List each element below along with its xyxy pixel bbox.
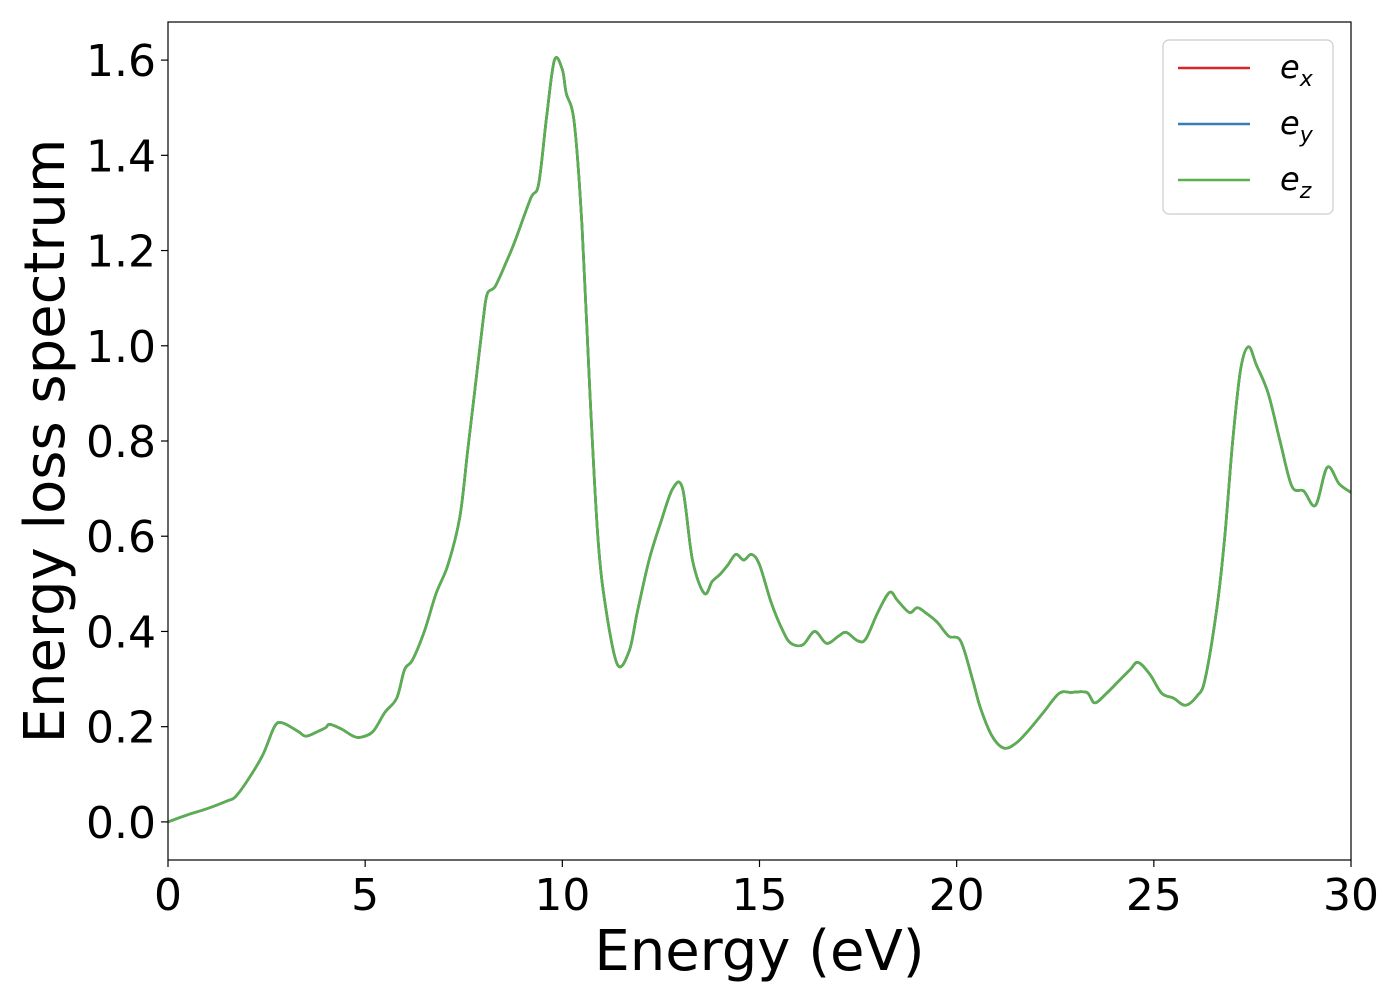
series-layer	[168, 56, 1351, 824]
legend-label-x: ex	[1280, 48, 1314, 92]
y-axis-label: Energy loss spectrum	[13, 139, 78, 744]
x-axis: 0 5 10 15 20 25 30	[154, 860, 1379, 921]
y-tick-label: 0.6	[86, 512, 156, 563]
y-tick-label: 1.6	[86, 36, 156, 87]
x-tick-label: 5	[351, 870, 379, 921]
y-axis: 0.0 0.2 0.4 0.6 0.8 1.0 1.2 1.4 1.6	[86, 36, 168, 849]
legend-label-z: ez	[1280, 160, 1312, 204]
x-tick-label: 0	[154, 870, 182, 921]
y-tick-label: 0.0	[86, 798, 156, 849]
y-tick-label: 1.0	[86, 322, 156, 373]
x-tick-label: 10	[534, 870, 590, 921]
x-tick-label: 20	[929, 870, 985, 921]
y-tick-label: 0.8	[86, 417, 156, 468]
x-tick-label: 30	[1323, 870, 1379, 921]
y-tick-label: 0.2	[86, 703, 156, 754]
legend-label-y: ey	[1280, 104, 1314, 148]
legend-frame	[1162, 39, 1334, 215]
y-tick-label: 1.2	[86, 227, 156, 278]
legend: ex ey ez	[1162, 39, 1334, 215]
x-tick-label: 15	[732, 870, 788, 921]
x-tick-label: 25	[1126, 870, 1182, 921]
x-axis-label: Energy (eV)	[594, 919, 924, 984]
y-tick-label: 1.4	[86, 131, 156, 182]
y-tick-label: 0.4	[86, 607, 156, 658]
series-line-z	[168, 56, 1351, 824]
